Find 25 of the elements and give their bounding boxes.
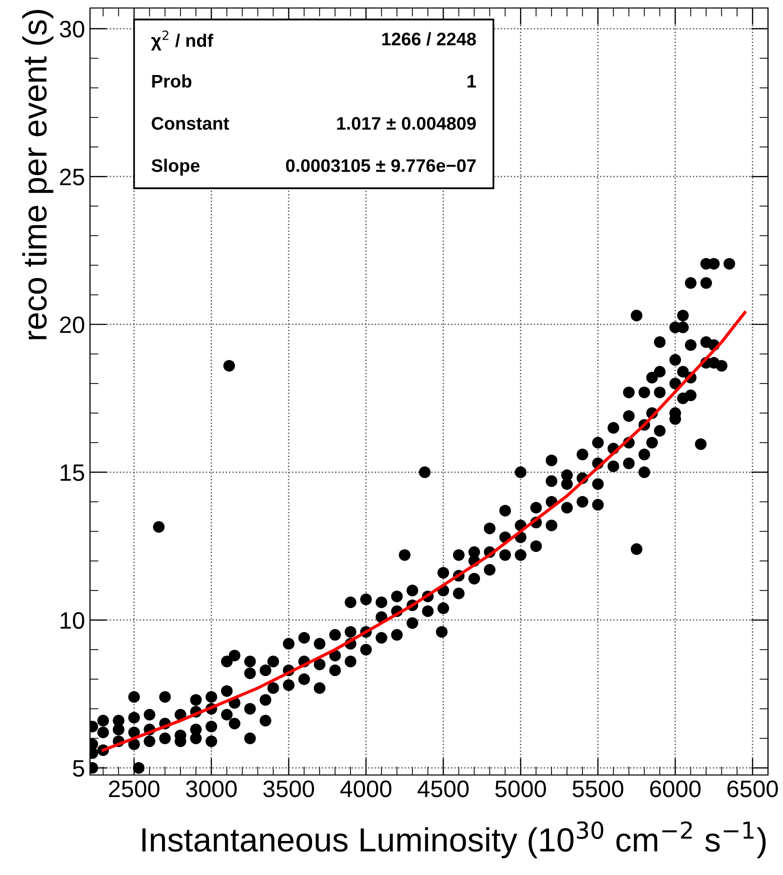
y-tick-label: 25 — [60, 168, 84, 186]
annotation: χ$^{2}$ / ndf — [151, 30, 214, 51]
y-tick-label: 20 — [60, 316, 84, 334]
y-tick-label: 5 — [72, 760, 84, 777]
y-tick-label: 30 — [60, 20, 84, 38]
y-tick-label: 15 — [60, 464, 84, 482]
annotation: 1266 / 2248 — [382, 32, 476, 46]
x-tick-label: 3000 — [186, 780, 237, 798]
x-tick-label: 4000 — [340, 780, 392, 798]
annotation: 1 — [468, 75, 476, 88]
y-tick-label: 10 — [60, 612, 84, 629]
x-tick-label: 2500 — [108, 780, 160, 798]
x-tick-label: 4500 — [418, 780, 469, 798]
annotation: 1.017 ± 0.004809 — [337, 117, 476, 130]
y-axis-title: reco time per event (s) — [22, 10, 54, 340]
annotation: Slope — [152, 158, 200, 176]
x-tick-label: 6000 — [650, 780, 701, 798]
x-axis-title: Instantaneous Luminosity (10$^{30}$ cm$^{−2}$ s$^{−1}$) — [142, 821, 766, 858]
x-tick-label: 5000 — [495, 780, 546, 798]
x-tick-label: 6500 — [727, 780, 778, 798]
annotation: Prob — [152, 74, 192, 88]
x-tick-label: 5500 — [572, 780, 624, 798]
annotation: 0.0003105 ± 9.776e−07 — [286, 159, 476, 172]
annotation: Constant — [152, 117, 230, 130]
x-tick-label: 3500 — [263, 780, 314, 798]
